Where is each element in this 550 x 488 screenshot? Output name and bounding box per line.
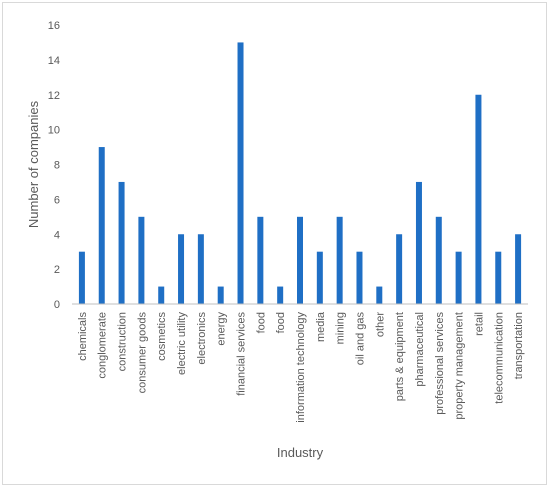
y-axis-ticks: 0 2 4 6 8 10 12 14 16: [48, 20, 60, 311]
bar: [455, 251, 462, 304]
x-category-label: food: [255, 312, 267, 333]
x-category-label: professional services: [434, 312, 446, 415]
bar: [396, 234, 403, 304]
bar: [237, 42, 244, 304]
bar: [356, 251, 363, 304]
x-category-label: cosmetics: [156, 312, 168, 361]
x-category-label: conglomerate: [97, 312, 109, 379]
y-tick-label: 10: [48, 125, 60, 137]
bar: [435, 216, 442, 304]
x-category-label: information technology: [295, 312, 307, 423]
x-category-label: financial services: [236, 312, 248, 396]
x-category-label: other: [374, 312, 386, 337]
bar: [158, 286, 165, 304]
x-category-label: food: [275, 312, 287, 333]
x-category-label: transportation: [513, 312, 525, 379]
x-category-label: electric utility: [176, 312, 188, 375]
y-tick-label: 12: [48, 90, 60, 102]
x-category-label: construction: [117, 312, 129, 371]
x-category-label: electronics: [196, 312, 208, 365]
bars: [78, 42, 522, 304]
bar: [515, 234, 522, 304]
x-category-label: media: [315, 311, 327, 342]
x-category-label: oil and gas: [354, 312, 366, 366]
y-tick-label: 0: [54, 299, 60, 311]
bar: [336, 216, 343, 304]
bar: [277, 286, 284, 304]
bar: [138, 216, 145, 304]
x-category-label: property management: [454, 312, 466, 420]
bar: [197, 234, 204, 304]
y-tick-label: 6: [54, 194, 60, 206]
bar: [78, 251, 85, 304]
bar: [178, 234, 185, 304]
x-category-label: telecommunication: [493, 312, 505, 404]
bar: [297, 216, 303, 304]
y-axis-title: Number of companies: [26, 100, 41, 228]
bar: [98, 147, 105, 304]
bar: [475, 94, 482, 304]
bar: [217, 286, 224, 304]
bar: [257, 216, 264, 304]
bar: [495, 251, 502, 304]
y-tick-label: 16: [48, 20, 60, 32]
x-axis-category-labels: chemicals conglomerate construction consume…: [77, 311, 525, 423]
y-tick-label: 2: [54, 264, 60, 276]
x-category-label: consumer goods: [136, 312, 148, 394]
bar: [316, 251, 323, 304]
bar: [118, 181, 125, 304]
y-tick-label: 14: [48, 55, 60, 67]
x-category-label: mining: [335, 312, 347, 344]
bar: [415, 181, 422, 304]
x-category-label: pharmaceutical: [414, 312, 426, 387]
x-category-label: energy: [216, 312, 228, 346]
x-axis-title: Industry: [277, 445, 324, 460]
bar: [376, 286, 383, 304]
x-category-label: parts & equipment: [394, 312, 406, 401]
y-tick-label: 8: [54, 160, 60, 172]
x-category-label: retail: [473, 312, 485, 336]
y-tick-label: 4: [54, 229, 60, 241]
x-category-label: chemicals: [77, 312, 89, 361]
